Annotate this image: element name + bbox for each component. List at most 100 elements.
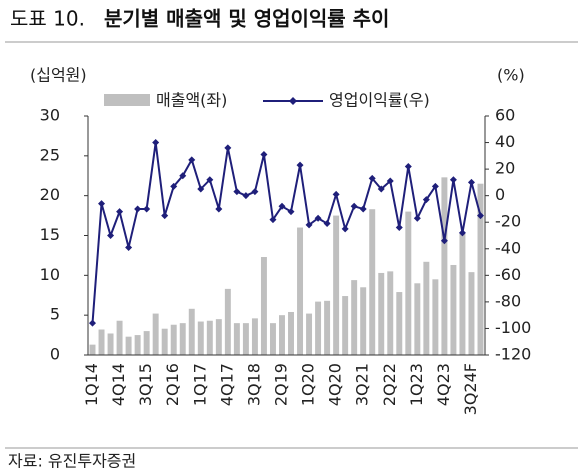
line-marker <box>215 205 223 213</box>
line-marker <box>386 177 394 185</box>
line-marker <box>170 182 178 190</box>
y-tick-label: 30 <box>40 106 60 125</box>
x-tick-label: 3Q18 <box>244 363 263 406</box>
x-tick-label: 1Q14 <box>82 363 101 406</box>
line-marker <box>143 205 151 213</box>
bar <box>306 313 313 355</box>
y-tick-label: 5 <box>50 305 60 324</box>
x-tick-label: 3Q15 <box>136 363 155 406</box>
x-tick-label: 4Q23 <box>434 363 453 406</box>
bar <box>315 301 322 355</box>
x-tick-label: 4Q20 <box>326 363 345 406</box>
line-marker <box>350 202 358 210</box>
y2-tick-label: -20 <box>495 212 521 231</box>
line-marker <box>89 319 97 327</box>
bar <box>179 323 186 355</box>
y-tick-label: 20 <box>40 185 60 204</box>
bar <box>134 335 141 355</box>
bar <box>333 215 340 355</box>
y2-tick-label: -60 <box>495 265 521 284</box>
y2-tick-label: -80 <box>495 291 521 310</box>
bar <box>260 257 267 355</box>
line-marker <box>341 225 349 233</box>
x-tick-label: 2Q19 <box>271 363 290 406</box>
bar <box>161 328 168 355</box>
bar <box>387 271 394 355</box>
line-marker <box>440 237 448 245</box>
bar <box>269 323 276 355</box>
bar <box>324 300 331 355</box>
line-marker <box>116 208 124 216</box>
line-marker <box>134 205 142 213</box>
bar <box>378 272 385 355</box>
y2-unit: (%) <box>497 66 525 85</box>
line-marker <box>125 243 133 251</box>
chart-title: 분기별 매출액 및 영업이익률 추이 <box>104 7 389 31</box>
bar <box>459 233 466 355</box>
y2-tick-label: -100 <box>495 318 531 337</box>
line-marker <box>98 200 106 208</box>
line-marker <box>242 192 250 200</box>
line-marker <box>314 214 322 222</box>
bar <box>414 283 421 355</box>
bar <box>468 272 475 355</box>
y-tick-label: 10 <box>40 265 60 284</box>
line-marker <box>404 162 412 170</box>
line-marker <box>305 221 313 229</box>
x-tick-label: 3Q24F <box>461 363 480 415</box>
line-marker <box>458 229 466 237</box>
line-marker <box>377 185 385 193</box>
line-marker <box>422 196 430 204</box>
line-marker <box>161 212 169 220</box>
line-marker <box>179 172 187 180</box>
line-marker <box>107 232 115 239</box>
line-marker <box>296 161 304 169</box>
line-marker <box>431 182 439 190</box>
y2-tick-label: -40 <box>495 238 521 257</box>
line-marker <box>413 214 421 222</box>
y2-tick-label: 0 <box>495 185 505 204</box>
x-tick-label: 3Q21 <box>353 363 372 406</box>
legend-label: 매출액(좌) <box>156 91 227 110</box>
source: 자료: 유진투자증권 <box>8 452 136 471</box>
bar <box>107 333 114 355</box>
line-marker <box>278 202 286 210</box>
line-marker <box>206 176 214 184</box>
x-tick-label: 1Q23 <box>407 363 426 406</box>
bar <box>432 279 439 355</box>
line-marker <box>476 212 484 220</box>
y2-tick-label: 40 <box>495 132 515 151</box>
line-marker <box>467 178 475 186</box>
bar <box>423 261 430 355</box>
bar <box>242 323 249 355</box>
bar <box>233 323 240 355</box>
line-marker <box>233 188 241 196</box>
bar <box>125 336 132 355</box>
bar <box>197 321 204 355</box>
bar <box>206 320 213 355</box>
bar <box>279 315 285 355</box>
x-tick-label: 2Q22 <box>380 363 399 406</box>
line-marker <box>152 139 160 147</box>
y-tick-label: 0 <box>50 345 60 364</box>
bar <box>342 296 349 355</box>
bar <box>351 280 358 355</box>
y-tick-label: 15 <box>40 225 60 244</box>
line-marker <box>359 205 367 213</box>
bar <box>396 292 403 355</box>
line-marker <box>260 151 268 159</box>
x-tick-label: 1Q20 <box>299 363 318 406</box>
bar <box>288 311 294 355</box>
bar <box>441 177 448 355</box>
bar <box>251 318 258 355</box>
bar <box>170 324 177 355</box>
bar <box>116 320 123 355</box>
bar <box>369 209 376 355</box>
x-tick-label: 1Q17 <box>190 363 209 406</box>
bar <box>405 211 412 355</box>
line-marker <box>269 216 277 224</box>
y2-tick-label: -120 <box>495 345 531 364</box>
bar <box>224 288 231 355</box>
line-marker <box>287 208 295 216</box>
